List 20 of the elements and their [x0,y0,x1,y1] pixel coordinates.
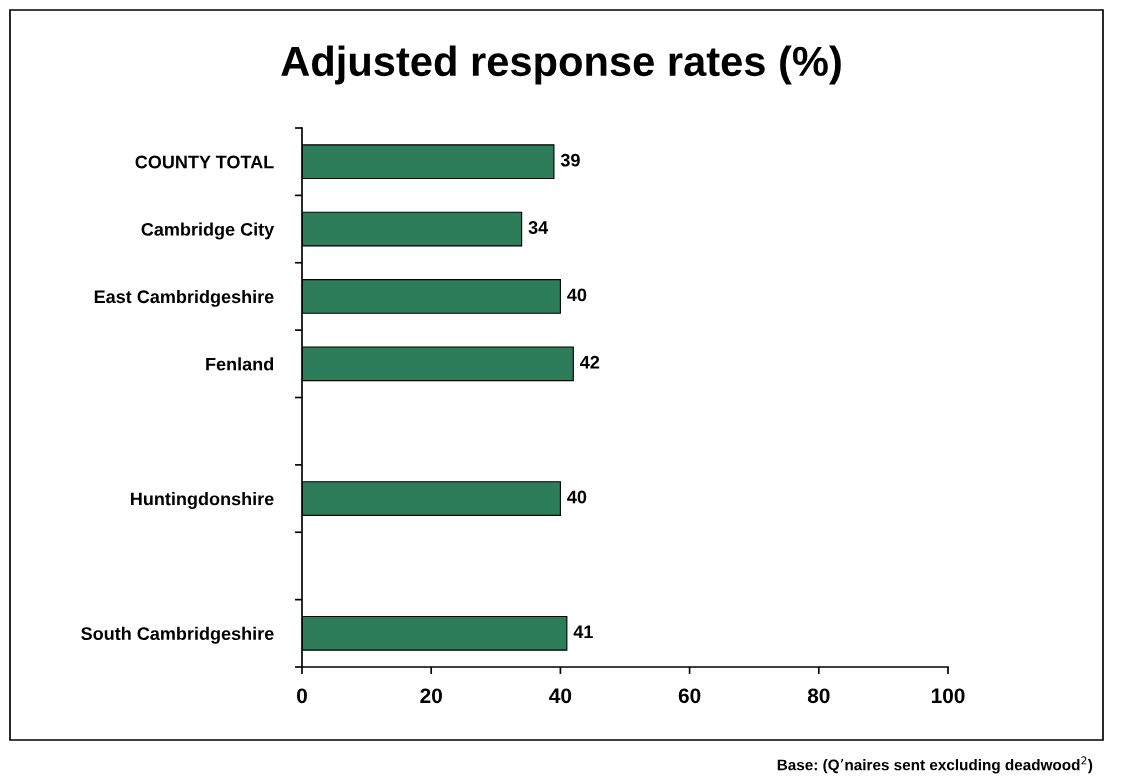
text: Base: (Q’naires sent excluding deadwood$^{2}$) [777,756,1093,774]
y-tick-label: East Cambridgeshire [94,289,274,307]
y-tick-label: COUNTY TOTAL [135,155,274,169]
data-label: 40 [567,288,587,302]
x-tick-label: 40 [549,688,572,704]
data-label: 42 [580,355,600,369]
y-tick-label: Huntingdonshire [131,492,274,509]
data-label: 40 [567,490,587,504]
data-label: 34 [528,221,549,234]
chart-title: Adjusted response rates (%) [281,45,841,85]
x-tick-label: 20 [420,688,442,704]
x-tick-label: 60 [678,688,701,704]
y-tick-label: Fenland [206,357,274,371]
y-tick-label: South Cambridgeshire [81,626,274,644]
x-tick-label: 0 [297,688,307,704]
x-tick-label: 80 [807,688,830,704]
y-tick-label: Cambridge City [141,222,275,240]
data-label: 39 [560,153,580,167]
x-tick-label: 100 [931,688,965,704]
data-label: 41 [573,625,593,638]
